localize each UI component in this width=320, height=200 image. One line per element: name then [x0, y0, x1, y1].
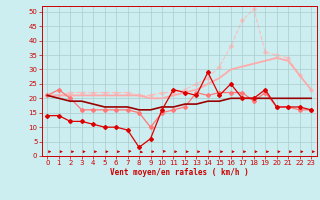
X-axis label: Vent moyen/en rafales ( km/h ): Vent moyen/en rafales ( km/h ): [110, 168, 249, 177]
